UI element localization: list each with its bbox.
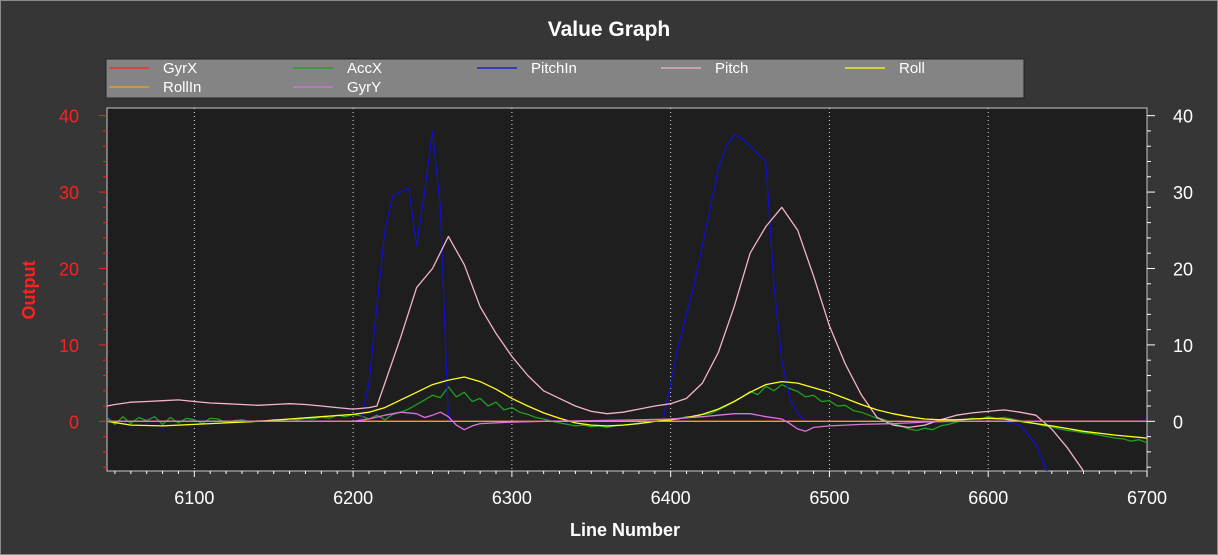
- series-lines: [107, 130, 1147, 471]
- y-tick-label-left: 40: [59, 107, 79, 127]
- legend-box: [105, 58, 1025, 99]
- x-tick-label: 6400: [651, 488, 691, 508]
- x-axis-title: Line Number: [570, 520, 680, 540]
- legend-label-rollin: RollIn: [163, 79, 201, 96]
- legend-label-gyry: GyrY: [347, 79, 381, 96]
- y-tick-label-right: 30: [1173, 183, 1193, 203]
- x-tick-label: 6200: [333, 488, 373, 508]
- series-line-pitch: [107, 206, 1085, 471]
- x-tick-label: 6700: [1127, 488, 1167, 508]
- grid-lines: [193, 108, 989, 471]
- legend-label-roll: Roll: [899, 60, 925, 77]
- x-tick-label: 6500: [809, 488, 849, 508]
- chart-title: Value Graph: [548, 18, 671, 41]
- legend: GyrX AccX PitchIn Pitch Roll RollIn GyrY: [105, 58, 1025, 99]
- x-tick-label: 6300: [492, 488, 532, 508]
- y-tick-label-right: 10: [1173, 336, 1193, 356]
- legend-label-gyrx: GyrX: [163, 60, 197, 77]
- legend-label-pitchin: PitchIn: [531, 60, 577, 77]
- y-tick-label-right: 20: [1173, 259, 1193, 279]
- plot-area: [106, 107, 1148, 472]
- y-tick-label-left: 30: [59, 183, 79, 203]
- y-tick-label-left: 20: [59, 259, 79, 279]
- y-axis-title: Output: [19, 261, 39, 320]
- y-tick-label-right: 0: [1173, 412, 1183, 432]
- y-tick-label-left: 0: [69, 412, 79, 432]
- x-tick-label: 6600: [968, 488, 1008, 508]
- series-line-pitchin: [107, 130, 1048, 471]
- y-tick-label-left: 10: [59, 336, 79, 356]
- legend-label-pitch: Pitch: [715, 60, 748, 77]
- y-tick-label-right: 40: [1173, 107, 1193, 127]
- legend-label-accx: AccX: [347, 60, 382, 77]
- axes: 6100 6200 6300 6400 6500 6600 6700 0 0 10 10 20 20 30…: [59, 107, 1193, 508]
- x-tick-label: 6100: [174, 488, 214, 508]
- series-line-gyry: [107, 411, 1147, 432]
